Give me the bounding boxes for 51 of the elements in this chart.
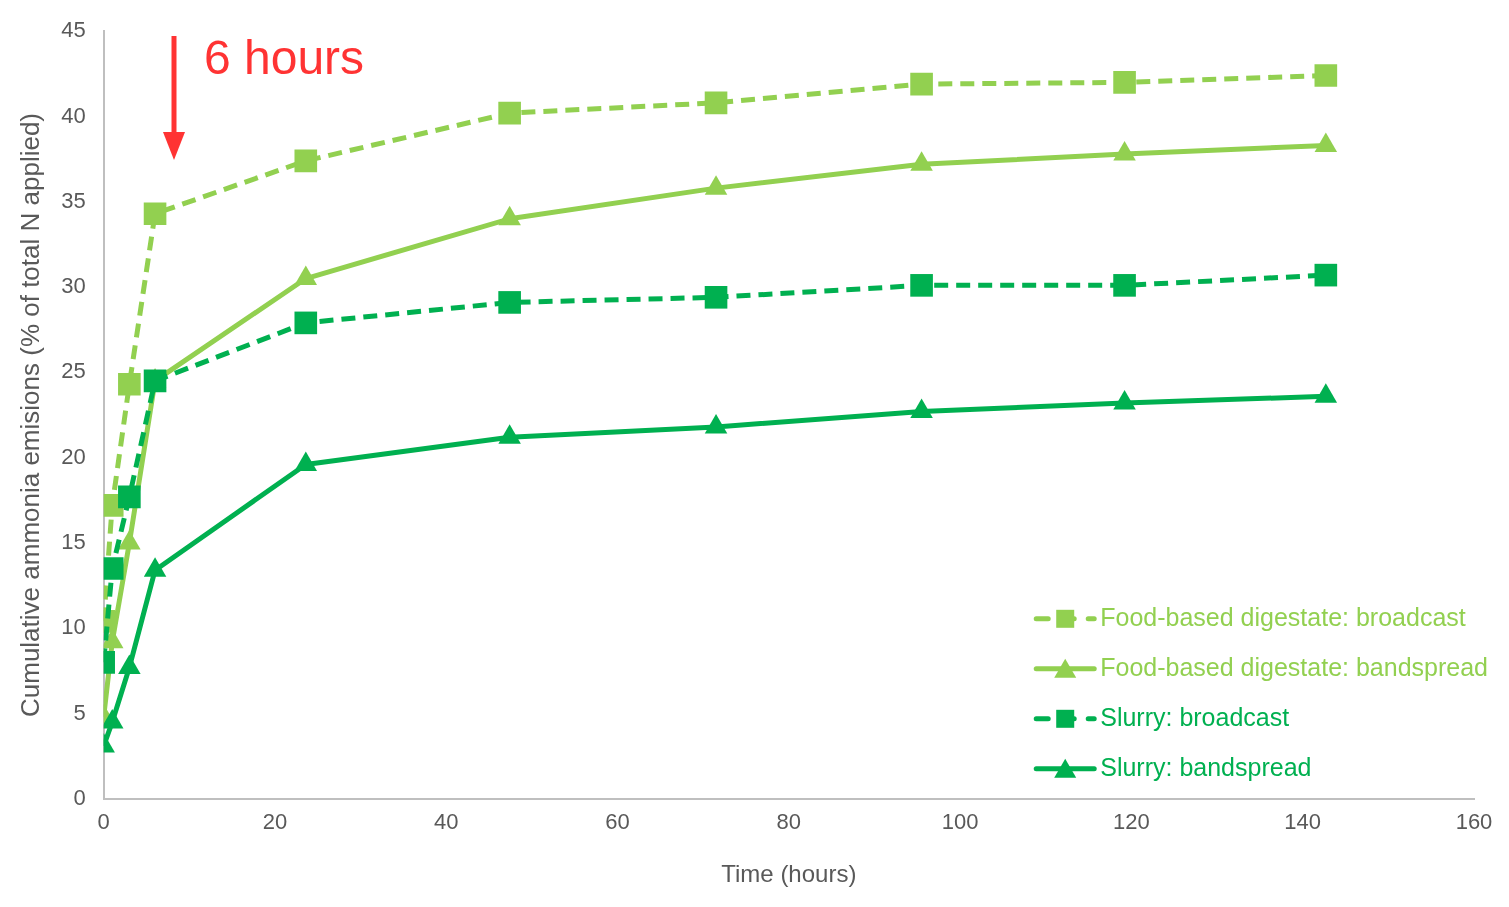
x-tick-label: 60 xyxy=(605,809,630,835)
point xyxy=(118,654,141,674)
point xyxy=(143,557,167,577)
y-tick-label: 15 xyxy=(61,529,86,554)
y-tick-label: 25 xyxy=(61,358,86,384)
point xyxy=(103,709,124,729)
y-tick-label: 35 xyxy=(61,187,86,213)
point xyxy=(294,451,318,471)
x-tick-label: 40 xyxy=(434,809,459,835)
point xyxy=(498,291,521,314)
x-tick-label: 0 xyxy=(97,809,110,835)
x-tick-label: 140 xyxy=(1284,809,1322,835)
y-axis-title: Cumulative ammonia emisions (% of total N applied) xyxy=(14,112,45,718)
point xyxy=(294,311,318,335)
y-tick-label: 40 xyxy=(61,102,86,128)
y-tick-label: 20 xyxy=(61,443,86,469)
x-tick-label: 120 xyxy=(1113,809,1150,835)
point xyxy=(704,91,728,115)
point xyxy=(118,372,141,396)
point xyxy=(1314,64,1338,87)
point xyxy=(910,398,933,419)
point xyxy=(1314,263,1338,287)
x-tick-label: 80 xyxy=(776,809,802,835)
point xyxy=(910,72,933,96)
y-tick-label: 10 xyxy=(61,614,86,640)
legend-label: Slurry: bandspread xyxy=(1100,752,1312,781)
point xyxy=(118,529,141,550)
y-tick-label: 45 xyxy=(61,17,86,43)
x-axis-title: Time (hours) xyxy=(721,860,857,888)
y-tick-label: 30 xyxy=(61,273,86,299)
point xyxy=(704,285,728,309)
point xyxy=(1113,390,1136,410)
point xyxy=(1113,71,1136,94)
y-tick-label: 0 xyxy=(73,784,86,810)
annotation: 6 hours xyxy=(204,30,365,85)
point xyxy=(910,274,933,297)
point xyxy=(498,424,521,444)
legend-label: Food-based digestate: broadcast xyxy=(1100,602,1466,631)
point xyxy=(498,101,521,125)
point xyxy=(704,413,728,434)
point xyxy=(143,369,167,393)
point xyxy=(143,202,167,226)
point xyxy=(294,149,318,173)
y-tick-label: 5 xyxy=(73,699,86,725)
x-tick-label: 100 xyxy=(941,809,979,835)
x-tick-label: 20 xyxy=(262,809,288,835)
legend-label: Slurry: broadcast xyxy=(1100,702,1290,731)
x-tick-label: 160 xyxy=(1455,809,1493,835)
point xyxy=(1113,274,1136,297)
point xyxy=(1314,383,1338,403)
legend-label: Food-based digestate: bandspread xyxy=(1100,652,1488,681)
